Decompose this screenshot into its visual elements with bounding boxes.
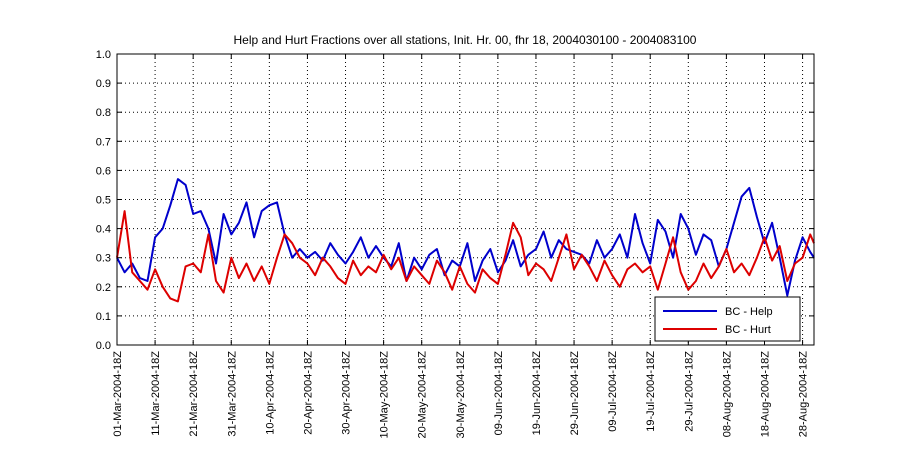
chart-title: Help and Hurt Fractions over all station… [234,33,697,47]
x-tick-label: 18-Aug-2004-18Z [759,351,771,438]
y-tick-label: 1.0 [96,49,111,61]
x-tick-label: 10-May-2004-18Z [379,351,391,439]
x-tick-label: 09-Jun-2004-18Z [493,351,505,436]
x-tick-label: 10-Apr-2004-18Z [264,351,276,435]
grid [117,54,814,345]
y-tick-label: 0.2 [96,282,111,294]
legend-box [654,296,801,342]
y-tick-label: 0.5 [96,195,111,207]
x-axis-ticks: 01-Mar-2004-18Z 11-Mar-2004-18Z 21-Mar-200… [112,54,810,438]
x-tick-label: 19-Jun-2004-18Z [531,351,543,436]
y-tick-label: 0.4 [96,224,111,236]
x-tick-label: 31-Mar-2004-18Z [226,351,238,437]
y-tick-label: 0.7 [96,136,111,148]
x-tick-label: 29-Jun-2004-18Z [569,351,581,436]
x-tick-label: 28-Aug-2004-18Z [798,351,810,438]
series-line-bc-hurt [116,210,815,303]
legend-label: BC - Help [725,306,773,318]
x-tick-label: 11-Mar-2004-18Z [150,351,162,436]
x-tick-label: 29-Jul-2004-18Z [683,351,695,432]
y-tick-label: 0.8 [96,107,111,119]
x-tick-label: 19-Jul-2004-18Z [645,351,657,432]
x-tick-label: 20-May-2004-18Z [417,351,429,439]
y-tick-label: 0.3 [96,253,111,265]
series-line-bc-help [116,178,815,297]
x-tick-label: 21-Mar-2004-18Z [188,351,200,437]
x-tick-label: 30-Apr-2004-18Z [341,351,353,435]
y-axis-ticks: 0.0 0.1 0.2 0.3 0.4 0.5 0.6 0.7 0.8 0.9 1.0 [96,49,814,352]
x-tick-label: 09-Jul-2004-18Z [607,351,619,432]
y-tick-label: 0.0 [96,340,111,352]
x-tick-label: 20-Apr-2004-18Z [302,351,314,435]
y-tick-label: 0.6 [96,165,111,177]
x-tick-label: 01-Mar-2004-18Z [112,351,124,437]
x-tick-label: 30-May-2004-18Z [455,351,467,439]
legend-label: BC - Hurt [725,324,771,336]
series-layer [116,178,815,303]
y-tick-label: 0.1 [96,311,111,323]
y-tick-label: 0.9 [96,78,111,90]
legend: BC - Help BC - Hurt [654,296,801,342]
x-tick-label: 08-Aug-2004-18Z [721,351,733,438]
